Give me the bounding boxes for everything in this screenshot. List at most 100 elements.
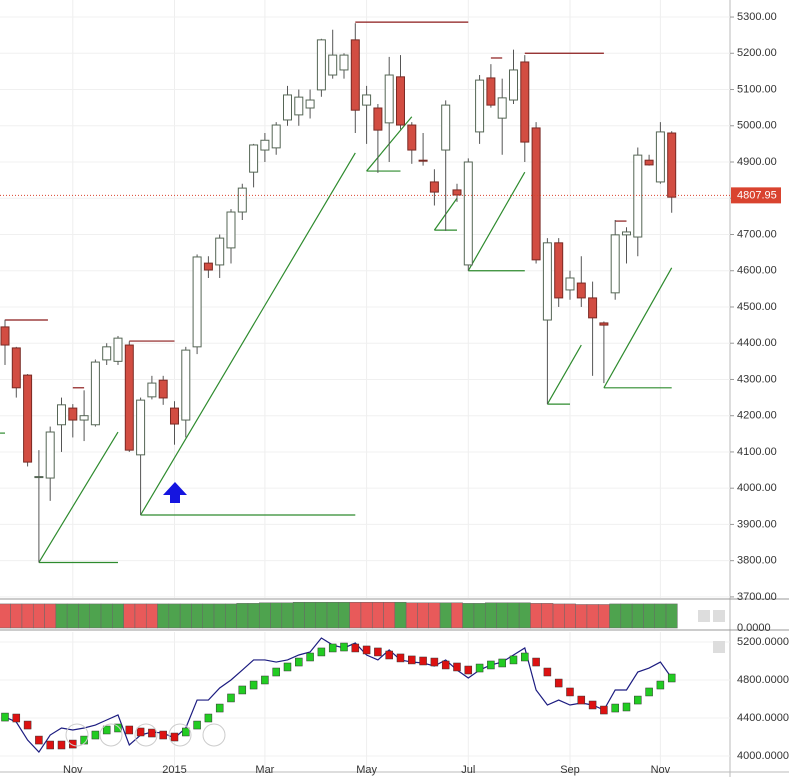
volume-bar [371,601,384,629]
panel-button[interactable] [698,610,710,622]
signal-square [385,650,393,660]
volume-bar [586,604,599,629]
volume-bar [168,603,181,629]
panel-button[interactable] [713,641,725,653]
y-tick-label: 4400.00 [737,337,777,349]
candle-body [90,361,100,426]
candle-body [34,476,44,479]
candle-body [203,262,213,271]
zoom-button[interactable] [65,723,89,747]
signal-square [261,675,269,685]
candle-body [362,94,372,106]
signal-square [622,702,631,712]
candle-body [621,231,631,236]
candle-body [508,69,518,101]
y-tick-label: 5200.0000 [737,636,789,648]
volume-bar [665,603,678,629]
candle-body [576,282,586,299]
x-tick-label: 2015 [162,764,186,776]
y-tick-label: 4000.0000 [737,750,789,762]
last-price-label: 4807.95 [737,189,777,201]
candle-body [554,242,564,299]
x-tick-label: Jul [461,764,475,776]
candle-body [655,131,665,183]
y-tick-label: 4000.00 [737,482,777,494]
volume-bar [247,603,260,629]
volume-bar [179,603,192,629]
x-tick-label: Nov [63,764,83,776]
signal-square [249,680,258,690]
y-tick-label: 3700.00 [737,591,777,603]
volume-bar [10,603,23,629]
zoom-button[interactable] [168,723,192,747]
trend-line [603,267,673,389]
signal-square [80,735,88,745]
candle-body [486,77,496,106]
signal-square [396,653,405,663]
volume-bar [575,604,588,629]
trend-line [546,344,582,405]
signal-square [204,713,213,723]
candle-body [237,187,247,213]
volume-bar [100,603,113,629]
volume-bar [78,603,90,629]
candle-body [68,407,78,421]
signal-square [430,657,439,667]
volume-bar [405,602,418,629]
signal-square [238,685,247,695]
y-tick-label: 4200.00 [737,410,777,422]
volume-bar [32,603,45,629]
candle-body [599,322,609,326]
candle-body [102,346,112,361]
candle-body [305,99,315,109]
candle-body [475,79,485,133]
zoom-button[interactable] [134,723,158,747]
signal-square [408,655,416,665]
zoom-button[interactable] [202,723,226,747]
y-tick-label: 4500.00 [737,301,777,313]
volume-bar [134,603,147,629]
signal-square [215,703,224,713]
volume-bar [112,603,124,629]
signal-square [498,658,506,668]
volume-bar [394,601,407,629]
zoom-button[interactable] [99,723,123,747]
volume-bar [236,603,249,629]
panel-button[interactable] [713,610,725,622]
volume-bar [157,603,170,629]
zoom-controls[interactable] [65,723,226,747]
volume-bar [55,603,68,629]
candle-body [282,94,292,121]
signal-square [554,678,563,688]
signal-square [69,739,77,749]
up-arrow [163,482,187,503]
candle-body [407,124,417,151]
candle-body [542,242,552,321]
volume-bar [439,602,452,629]
volume-bar [202,603,215,629]
candle-body [610,234,620,294]
x-tick-label: Mar [255,764,274,776]
indicator-line [4,637,673,754]
volume-bar [564,603,576,629]
volume-bar [496,602,509,629]
candle-body [11,347,21,389]
volume-bar [292,601,305,629]
candle-body [395,76,405,126]
volume-bar [349,601,362,629]
candle-body [418,159,428,162]
volume-bar [654,603,667,629]
volume-bar [0,603,11,629]
trend-line [467,171,526,272]
signal-square [295,657,303,667]
candle-body [644,159,654,166]
signal-square [611,703,619,713]
signal-square [23,720,32,730]
candle-body [520,61,530,143]
signal-square [125,725,134,735]
volume-bar [360,601,373,629]
candle-body [158,379,168,399]
y-tick-label: 4400.0000 [737,712,789,724]
volume-bar [484,602,497,629]
